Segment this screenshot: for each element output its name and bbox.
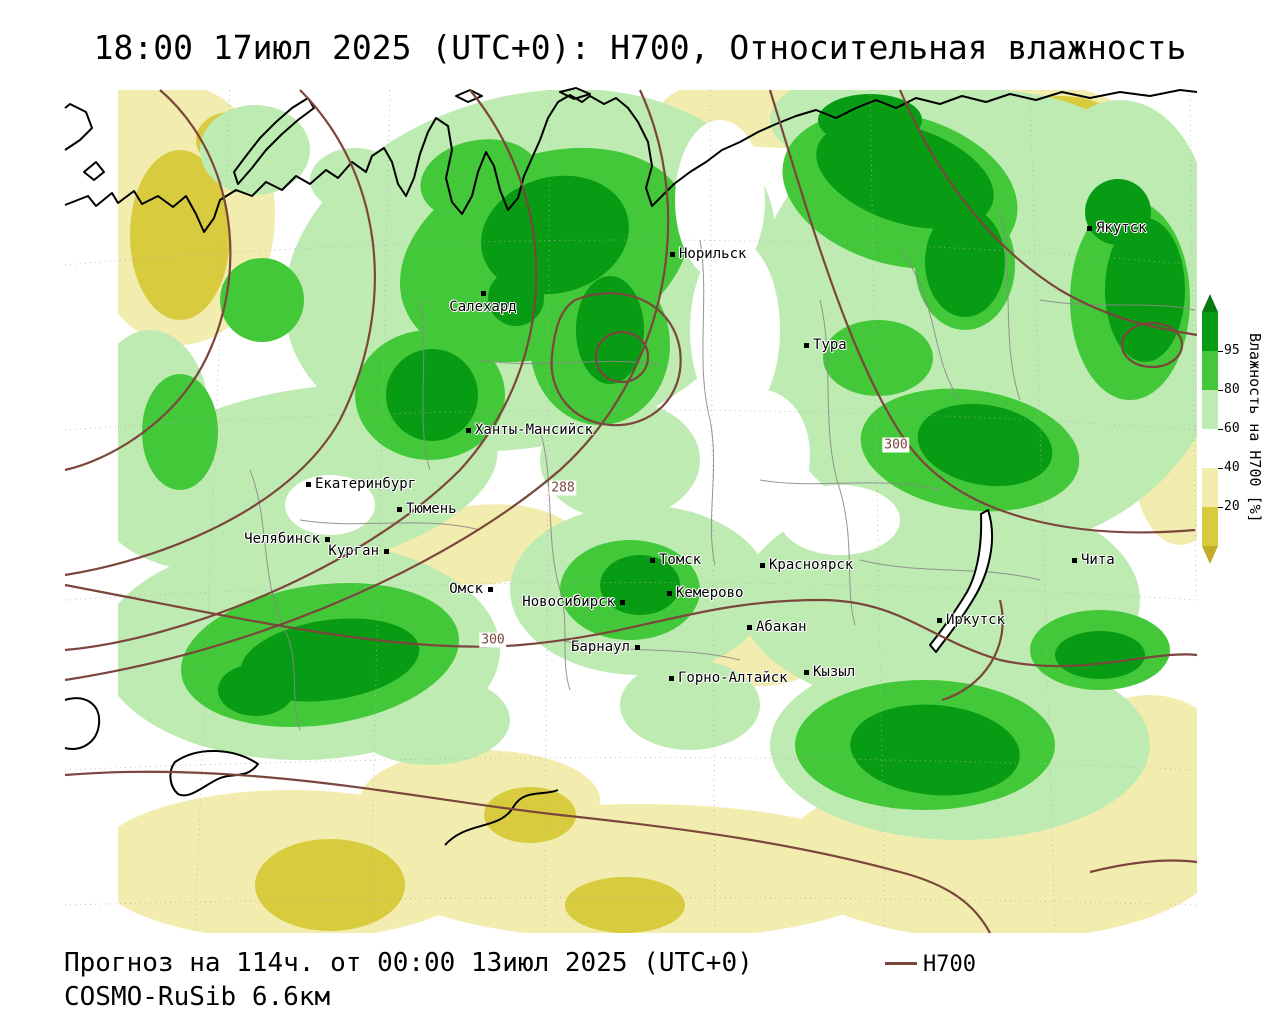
city-marker bbox=[804, 670, 809, 675]
city-marker bbox=[747, 625, 752, 630]
contour-value-label: 300 bbox=[882, 437, 910, 453]
city-marker bbox=[804, 343, 809, 348]
colorbar-tick-mark bbox=[1218, 507, 1223, 508]
city-marker bbox=[488, 587, 493, 592]
colorbar-tick-label: 60 bbox=[1224, 421, 1240, 436]
contour-value-label: 288 bbox=[549, 480, 577, 496]
city-label: Абакан bbox=[756, 619, 807, 635]
colorbar-tick-label: 95 bbox=[1224, 343, 1240, 358]
city-marker bbox=[1072, 558, 1077, 563]
city-marker bbox=[670, 252, 675, 257]
city-marker bbox=[481, 291, 486, 296]
colorbar-tick-mark bbox=[1218, 351, 1223, 352]
city-label: Екатеринбург bbox=[315, 476, 417, 492]
colorbar-top-arrow bbox=[1202, 294, 1218, 312]
city-label: Челябинск bbox=[244, 531, 320, 547]
city-label: Тюмень bbox=[406, 501, 457, 517]
city-label: Якутск bbox=[1096, 220, 1147, 236]
city-marker bbox=[667, 591, 672, 596]
city-marker bbox=[466, 428, 471, 433]
city-marker bbox=[760, 563, 765, 568]
colorbar-segment bbox=[1202, 468, 1218, 507]
city-marker bbox=[1087, 226, 1092, 231]
city-label: Барнаул bbox=[570, 639, 630, 655]
colorbar-tick-mark bbox=[1218, 429, 1223, 430]
city-marker bbox=[620, 600, 625, 605]
humidity-field-layer bbox=[118, 90, 1197, 933]
colorbar-segments bbox=[1202, 312, 1272, 546]
colorbar-bottom-arrow bbox=[1202, 546, 1218, 564]
city-label: Горно-Алтайск bbox=[678, 670, 788, 686]
colorbar-tick-label: 40 bbox=[1224, 460, 1240, 475]
colorbar-tick-mark bbox=[1218, 468, 1223, 469]
city-marker bbox=[306, 482, 311, 487]
colorbar-tick-label: 80 bbox=[1224, 382, 1240, 397]
city-marker bbox=[635, 645, 640, 650]
colorbar-segment bbox=[1202, 351, 1218, 390]
city-label: Норильск bbox=[679, 246, 747, 262]
colorbar-segment bbox=[1202, 507, 1218, 546]
colorbar-tick-mark bbox=[1218, 390, 1223, 391]
contour-legend: H700 bbox=[885, 952, 976, 977]
model-info-line: COSMO-RuSib 6.6км bbox=[64, 982, 331, 1012]
city-label: Кемерово bbox=[676, 585, 744, 601]
colorbar-segment bbox=[1202, 390, 1218, 429]
city-label: Чита bbox=[1081, 552, 1115, 568]
city-label: Салехард bbox=[449, 299, 517, 315]
city-marker bbox=[650, 558, 655, 563]
city-label: Иркутск bbox=[946, 612, 1006, 628]
page-title: 18:00 17июл 2025 (UTC+0): H700, Относите… bbox=[93, 28, 1187, 67]
city-label: Томск bbox=[659, 552, 702, 568]
h700-legend-label: H700 bbox=[923, 952, 976, 977]
colorbar-axis-label: Влажность на H700 [%] bbox=[1246, 333, 1264, 523]
h700-legend-line bbox=[885, 961, 917, 965]
humidity-colorbar: 95 80 60 40 20 bbox=[1202, 294, 1272, 564]
city-label: Красноярск bbox=[769, 557, 854, 573]
city-label: Ханты-Мансийск bbox=[475, 422, 594, 438]
city-marker bbox=[325, 537, 330, 542]
city-label: Омск bbox=[449, 581, 483, 597]
city-marker bbox=[937, 618, 942, 623]
contour-value-label: 300 bbox=[479, 632, 507, 648]
colorbar-segment bbox=[1202, 312, 1218, 351]
colorbar-segment bbox=[1202, 429, 1218, 468]
city-label: Тура bbox=[813, 337, 847, 353]
city-marker bbox=[669, 676, 674, 681]
colorbar-tick-label: 20 bbox=[1224, 499, 1240, 514]
city-marker bbox=[384, 549, 389, 554]
city-label: Курган bbox=[328, 543, 379, 559]
city-label: Кызыл bbox=[813, 664, 856, 680]
h700-contour-layer bbox=[64, 89, 1198, 934]
city-marker bbox=[397, 507, 402, 512]
forecast-info-line: Прогноз на 114ч. от 00:00 13июл 2025 (UT… bbox=[64, 948, 753, 978]
city-label: Новосибирск bbox=[522, 594, 615, 610]
